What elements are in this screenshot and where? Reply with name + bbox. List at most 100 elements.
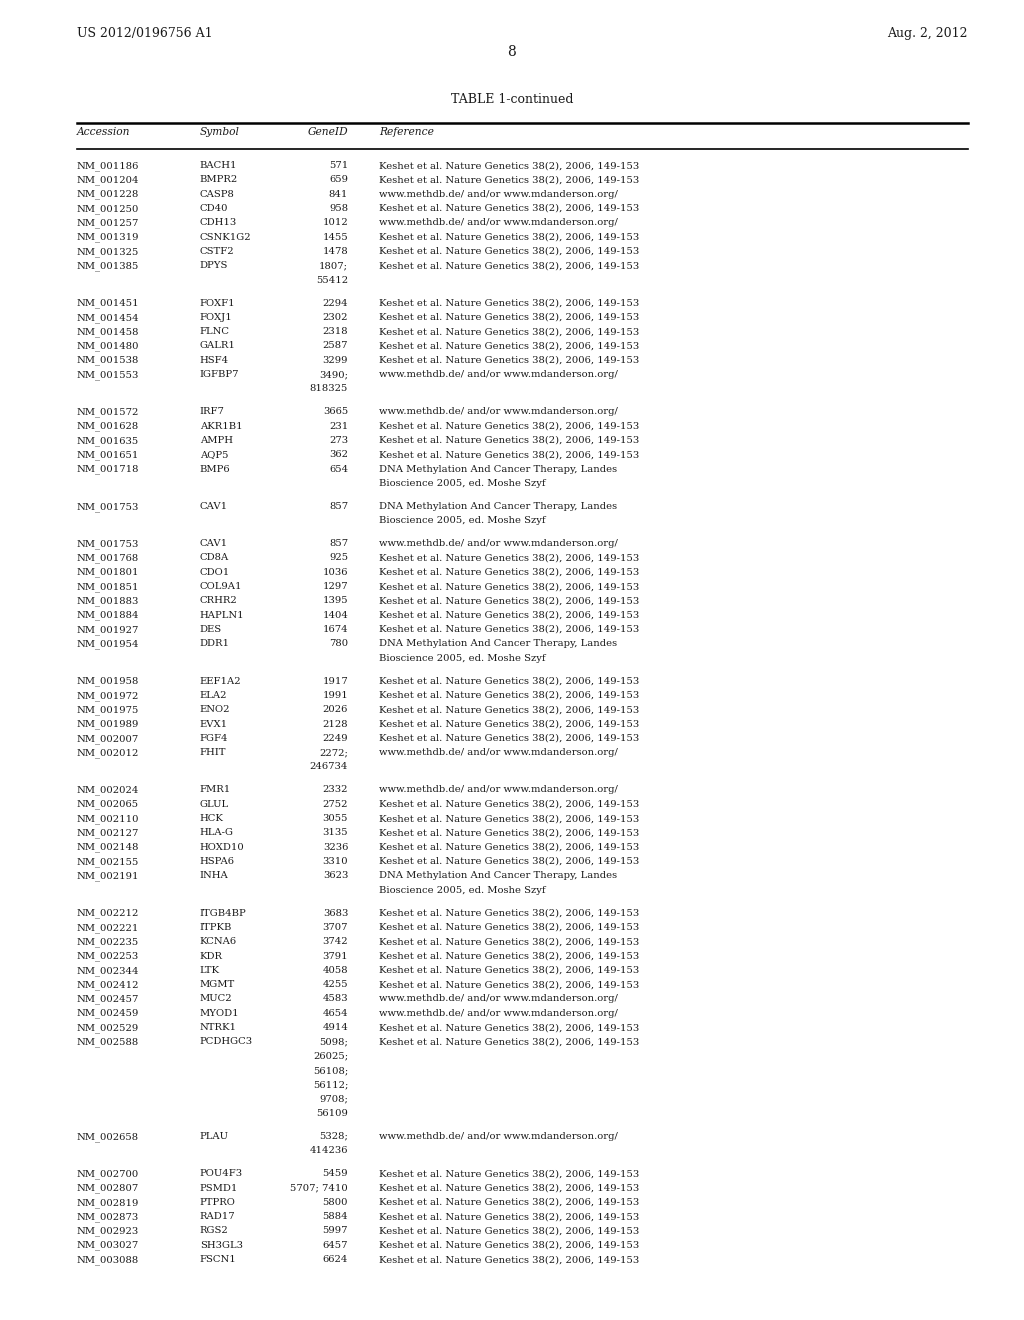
Text: NM_002700: NM_002700 xyxy=(77,1170,139,1179)
Text: Keshet et al. Nature Genetics 38(2), 2006, 149-153: Keshet et al. Nature Genetics 38(2), 200… xyxy=(379,908,639,917)
Text: Keshet et al. Nature Genetics 38(2), 2006, 149-153: Keshet et al. Nature Genetics 38(2), 200… xyxy=(379,719,639,729)
Text: Keshet et al. Nature Genetics 38(2), 2006, 149-153: Keshet et al. Nature Genetics 38(2), 200… xyxy=(379,952,639,961)
Text: Keshet et al. Nature Genetics 38(2), 2006, 149-153: Keshet et al. Nature Genetics 38(2), 200… xyxy=(379,261,639,271)
Text: 958: 958 xyxy=(329,205,348,213)
Text: NM_002012: NM_002012 xyxy=(77,748,139,758)
Text: 26025;: 26025; xyxy=(313,1052,348,1061)
Text: 362: 362 xyxy=(329,450,348,459)
Text: 3623: 3623 xyxy=(323,871,348,880)
Text: NM_002235: NM_002235 xyxy=(77,937,139,946)
Text: 4255: 4255 xyxy=(323,981,348,989)
Text: www.methdb.de/ and/or www.mdanderson.org/: www.methdb.de/ and/or www.mdanderson.org… xyxy=(379,218,617,227)
Text: 5098;: 5098; xyxy=(319,1038,348,1047)
Text: NM_001884: NM_001884 xyxy=(77,611,139,620)
Text: IGFBP7: IGFBP7 xyxy=(200,370,240,379)
Text: NM_001635: NM_001635 xyxy=(77,436,139,446)
Text: NM_001718: NM_001718 xyxy=(77,465,139,474)
Text: HSF4: HSF4 xyxy=(200,356,228,364)
Text: www.methdb.de/ and/or www.mdanderson.org/: www.methdb.de/ and/or www.mdanderson.org… xyxy=(379,994,617,1003)
Text: NM_003088: NM_003088 xyxy=(77,1255,139,1265)
Text: HOXD10: HOXD10 xyxy=(200,842,245,851)
Text: 3665: 3665 xyxy=(323,408,348,416)
Text: BMP6: BMP6 xyxy=(200,465,230,474)
Text: NM_001480: NM_001480 xyxy=(77,342,139,351)
Text: ITPKB: ITPKB xyxy=(200,923,232,932)
Text: GLUL: GLUL xyxy=(200,800,228,809)
Text: 6457: 6457 xyxy=(323,1241,348,1250)
Text: Keshet et al. Nature Genetics 38(2), 2006, 149-153: Keshet et al. Nature Genetics 38(2), 200… xyxy=(379,582,639,591)
Text: 1395: 1395 xyxy=(323,597,348,606)
Text: NM_001972: NM_001972 xyxy=(77,690,139,701)
Text: NM_002148: NM_002148 xyxy=(77,842,139,853)
Text: NM_002253: NM_002253 xyxy=(77,952,139,961)
Text: 1036: 1036 xyxy=(323,568,348,577)
Text: 3299: 3299 xyxy=(323,356,348,364)
Text: DES: DES xyxy=(200,626,222,634)
Text: Keshet et al. Nature Genetics 38(2), 2006, 149-153: Keshet et al. Nature Genetics 38(2), 200… xyxy=(379,677,639,685)
Text: 925: 925 xyxy=(329,553,348,562)
Text: Keshet et al. Nature Genetics 38(2), 2006, 149-153: Keshet et al. Nature Genetics 38(2), 200… xyxy=(379,842,639,851)
Text: 4058: 4058 xyxy=(323,966,348,975)
Text: Keshet et al. Nature Genetics 38(2), 2006, 149-153: Keshet et al. Nature Genetics 38(2), 200… xyxy=(379,1255,639,1265)
Text: Keshet et al. Nature Genetics 38(2), 2006, 149-153: Keshet et al. Nature Genetics 38(2), 200… xyxy=(379,734,639,743)
Text: 56112;: 56112; xyxy=(312,1081,348,1089)
Text: 2587: 2587 xyxy=(323,342,348,351)
Text: NM_002110: NM_002110 xyxy=(77,814,139,824)
Text: www.methdb.de/ and/or www.mdanderson.org/: www.methdb.de/ and/or www.mdanderson.org… xyxy=(379,1008,617,1018)
Text: NM_001204: NM_001204 xyxy=(77,176,139,185)
Text: MGMT: MGMT xyxy=(200,981,234,989)
Text: CASP8: CASP8 xyxy=(200,190,234,199)
Text: NM_001954: NM_001954 xyxy=(77,639,139,649)
Text: NM_002807: NM_002807 xyxy=(77,1184,139,1193)
Text: INHA: INHA xyxy=(200,871,228,880)
Text: NM_001257: NM_001257 xyxy=(77,218,139,228)
Text: Keshet et al. Nature Genetics 38(2), 2006, 149-153: Keshet et al. Nature Genetics 38(2), 200… xyxy=(379,857,639,866)
Text: 3742: 3742 xyxy=(323,937,348,946)
Text: Keshet et al. Nature Genetics 38(2), 2006, 149-153: Keshet et al. Nature Genetics 38(2), 200… xyxy=(379,705,639,714)
Text: 4654: 4654 xyxy=(323,1008,348,1018)
Text: 2302: 2302 xyxy=(323,313,348,322)
Text: Keshet et al. Nature Genetics 38(2), 2006, 149-153: Keshet et al. Nature Genetics 38(2), 200… xyxy=(379,611,639,619)
Text: MUC2: MUC2 xyxy=(200,994,232,1003)
Text: NM_002819: NM_002819 xyxy=(77,1197,139,1208)
Text: ENO2: ENO2 xyxy=(200,705,230,714)
Text: CD8A: CD8A xyxy=(200,553,229,562)
Text: NM_001975: NM_001975 xyxy=(77,705,139,715)
Text: NM_001325: NM_001325 xyxy=(77,247,139,256)
Text: 273: 273 xyxy=(329,436,348,445)
Text: NM_001801: NM_001801 xyxy=(77,568,139,577)
Text: 841: 841 xyxy=(329,190,348,199)
Text: Keshet et al. Nature Genetics 38(2), 2006, 149-153: Keshet et al. Nature Genetics 38(2), 200… xyxy=(379,1184,639,1192)
Text: www.methdb.de/ and/or www.mdanderson.org/: www.methdb.de/ and/or www.mdanderson.org… xyxy=(379,785,617,795)
Text: Reference: Reference xyxy=(379,127,434,137)
Text: GALR1: GALR1 xyxy=(200,342,236,351)
Text: 4914: 4914 xyxy=(323,1023,348,1032)
Text: NM_001538: NM_001538 xyxy=(77,356,139,366)
Text: HLA-G: HLA-G xyxy=(200,829,233,837)
Text: EEF1A2: EEF1A2 xyxy=(200,677,242,685)
Text: NM_001768: NM_001768 xyxy=(77,553,139,564)
Text: CRHR2: CRHR2 xyxy=(200,597,238,606)
Text: 3236: 3236 xyxy=(323,842,348,851)
Text: 2249: 2249 xyxy=(323,734,348,743)
Text: Keshet et al. Nature Genetics 38(2), 2006, 149-153: Keshet et al. Nature Genetics 38(2), 200… xyxy=(379,800,639,809)
Text: NM_001927: NM_001927 xyxy=(77,626,139,635)
Text: IRF7: IRF7 xyxy=(200,408,224,416)
Text: Keshet et al. Nature Genetics 38(2), 2006, 149-153: Keshet et al. Nature Genetics 38(2), 200… xyxy=(379,205,639,213)
Text: Keshet et al. Nature Genetics 38(2), 2006, 149-153: Keshet et al. Nature Genetics 38(2), 200… xyxy=(379,1226,639,1236)
Text: NM_001851: NM_001851 xyxy=(77,582,139,591)
Text: 857: 857 xyxy=(329,502,348,511)
Text: NM_001958: NM_001958 xyxy=(77,677,139,686)
Text: 6624: 6624 xyxy=(323,1255,348,1265)
Text: CAV1: CAV1 xyxy=(200,502,227,511)
Text: NM_001651: NM_001651 xyxy=(77,450,139,459)
Text: NM_001250: NM_001250 xyxy=(77,205,139,214)
Text: Keshet et al. Nature Genetics 38(2), 2006, 149-153: Keshet et al. Nature Genetics 38(2), 200… xyxy=(379,327,639,337)
Text: Keshet et al. Nature Genetics 38(2), 2006, 149-153: Keshet et al. Nature Genetics 38(2), 200… xyxy=(379,814,639,824)
Text: NM_002212: NM_002212 xyxy=(77,908,139,919)
Text: PTPRO: PTPRO xyxy=(200,1197,236,1206)
Text: TABLE 1-continued: TABLE 1-continued xyxy=(451,94,573,107)
Text: NM_001454: NM_001454 xyxy=(77,313,139,322)
Text: Accession: Accession xyxy=(77,127,130,137)
Text: 231: 231 xyxy=(329,421,348,430)
